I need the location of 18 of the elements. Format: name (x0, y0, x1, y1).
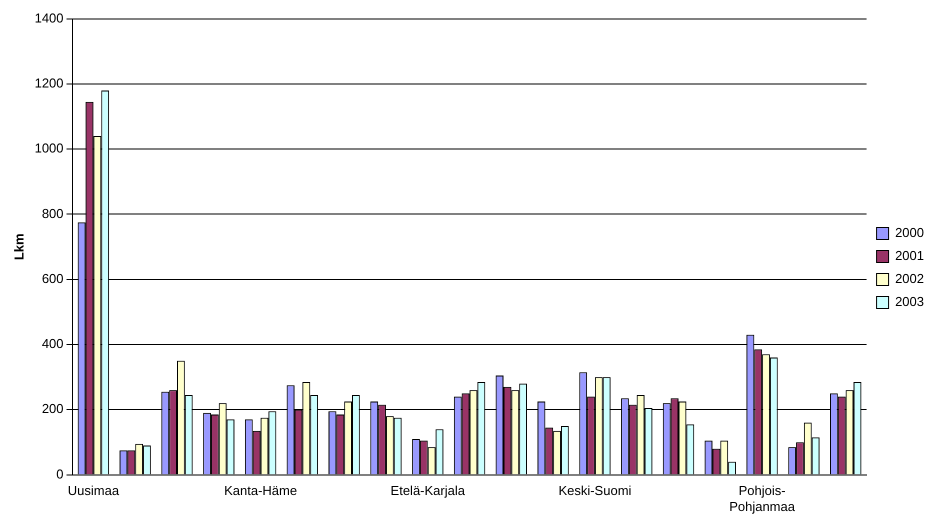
x-tick-label: Uusimaa (68, 483, 120, 498)
y-tick-label: 600 (42, 270, 64, 286)
x-tick-label: Pohjois-Pohjanmaa (729, 483, 796, 514)
y-tick-label: 1400 (34, 10, 64, 26)
y-axis-title: Lkm (11, 233, 26, 260)
x-tick-label: Keski-Suomi (558, 483, 632, 498)
y-tick-label: 800 (42, 206, 64, 221)
x-tick-label: Kanta-Häme (224, 483, 298, 498)
y-tick-label: 0 (56, 466, 64, 482)
legend-label: 2001 (895, 248, 924, 264)
legend-label: 2003 (895, 294, 924, 310)
y-tick-label: 1000 (34, 140, 64, 156)
legend-label: 2002 (895, 271, 924, 286)
y-tick-label: 1200 (34, 76, 64, 91)
legend-label: 2000 (895, 225, 924, 240)
x-tick-label: Etelä-Karjala (390, 483, 466, 498)
y-tick-label: 200 (42, 401, 64, 416)
y-tick-label: 400 (42, 336, 64, 352)
